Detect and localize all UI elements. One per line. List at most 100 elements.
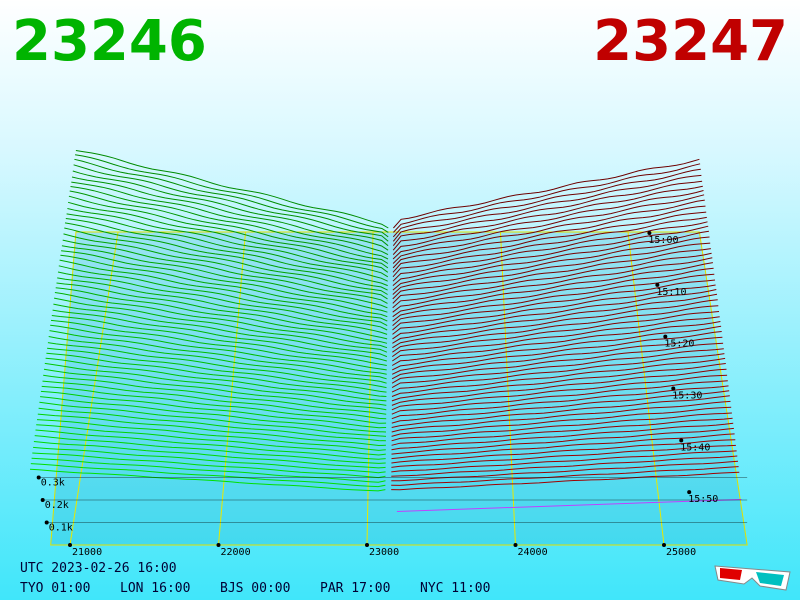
depth-tick [44,520,49,525]
ask-depth-line [392,185,703,251]
ask-depth-line [392,257,713,313]
depth-tick-label: 0.2k [45,500,69,511]
price-tick [68,543,72,547]
bid-depth-line [66,213,388,282]
ask-depth-line [391,395,730,428]
ask-depth-line [391,363,726,402]
time-tick-label: 15:10 [656,287,686,298]
ask-depth-line [392,194,705,260]
bid-depth-line [47,342,387,389]
price-tick-label: 23000 [369,547,399,558]
ask-depth-line [391,433,735,460]
bid-depth-line [61,250,388,313]
ask-depth-line [392,236,710,295]
bid-depth-line [57,271,388,331]
ask-depth-line [391,471,740,491]
price-grid-line [366,231,374,546]
bid-depth-line [74,158,389,238]
ask-depth-line [391,417,733,446]
ask-depth-line [391,342,724,384]
ask-depth-line [392,211,707,273]
bid-depth-line [33,446,386,474]
bid-depth-line [42,380,387,420]
ask-depth-line [392,316,720,362]
zone-time: BJS 00:00 [220,581,290,596]
bid-depth-line [39,401,387,437]
ask-depth-line [392,293,718,344]
depth-tick [40,498,45,502]
ask-depth-line [392,205,706,269]
ask-depth-line [391,331,722,375]
ask-depth-line [392,199,705,264]
bid-depth-line [61,245,388,309]
ask-depth-line [391,412,732,442]
ask-depth-line [391,427,734,455]
price-tick-label: 21000 [72,547,102,558]
ask-depth-line [391,374,728,411]
ask-depth-line [391,422,734,451]
time-tick [647,231,652,235]
ask-depth-line [391,353,725,393]
bid-depth-line [65,218,388,287]
bid-depth-line [49,330,387,380]
bid-depth-line [43,368,387,411]
bid-depth-line [67,201,389,273]
price-grid-line [500,231,516,546]
bid-depth-line [75,150,389,229]
utc-time: UTC 2023-02-26 16:00 [20,561,177,576]
ask-depth-line [392,230,709,291]
ask-depth-line [392,289,717,340]
current-line [396,498,742,512]
ask-depth-line [391,406,732,437]
ask-depth-line [392,284,716,335]
bid-depth-line [64,222,388,291]
ask-depth-line [391,385,729,420]
bid-depth-line [34,435,386,464]
bid-depth-line [54,297,388,353]
ask-depth-line [392,190,704,255]
glasses-icon [714,565,791,591]
price-tick [216,543,221,547]
price-grid-line [69,231,119,546]
bid-depth-line [36,419,386,451]
bid-depth-line [68,195,389,269]
ask-depth-line [391,455,738,477]
time-tick-label: 15:30 [672,391,702,402]
bid-depth-line [43,374,387,415]
ask-depth-line [391,325,722,371]
zone-time: TYO 01:00 [20,581,90,596]
bid-depth-line [38,407,386,442]
ask-depth-line [391,357,726,397]
ask-depth-line [392,216,707,278]
bid-depth-line [35,429,386,460]
bid-depth-line [32,452,386,479]
ask-depth-line [392,279,716,331]
bid-depth-line [36,424,386,456]
ask-depth-line [392,262,713,318]
bid-depth-line [48,336,387,384]
depth-surface [29,150,748,546]
ask-depth-line [392,180,703,247]
time-tick-label: 15:50 [688,494,718,505]
ask-depth-line [391,336,723,380]
time-tick [663,334,668,339]
bid-depth-line [62,239,388,304]
ask-depth-line [391,439,736,464]
depth-tick [36,475,41,480]
time-tick-label: 15:00 [648,235,678,246]
bid-depth-line [58,265,388,327]
bid-depth-line [41,385,387,424]
ask-depth-line [391,368,727,406]
depth-tick-label: 0.1k [49,523,73,534]
ask-depth-line [392,267,714,322]
bid-depth-line [71,181,389,256]
ask-depth-line [392,299,718,349]
ask-depth-line [391,380,728,415]
zone-time: NYC 11:00 [420,581,490,596]
ask-depth-line [392,221,708,282]
ask-depth-line [393,163,701,233]
ask-depth-line [392,305,719,353]
bid-depth-line [29,468,386,492]
price-grid-line [218,231,246,546]
